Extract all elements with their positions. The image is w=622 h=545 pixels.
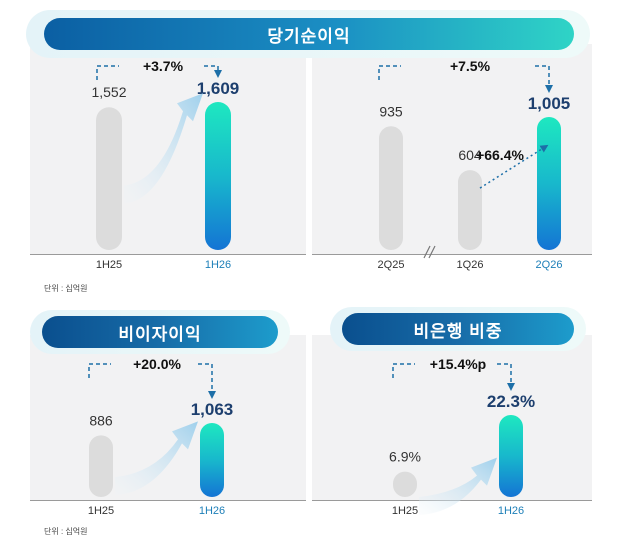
category-label-non-bank-share-1h26: 1H26: [498, 505, 524, 517]
unit-label-bottom: 단위 : 십억원: [44, 527, 88, 536]
baseline-net-income-quarter: [312, 254, 592, 255]
value-label-net-income-quarter-1q26: 604: [458, 147, 482, 163]
panel-non-bank-share: [312, 335, 592, 500]
unit-label-top: 단위 : 십억원: [44, 284, 88, 293]
bar-non-bank-share-1h26: [499, 415, 523, 497]
change-bracket-left-non-interest-income: [88, 363, 111, 378]
change-bracket-right-net-income-half: [204, 65, 222, 78]
category-label-net-income-quarter-2q25: 2Q25: [378, 259, 405, 271]
bar-net-income-quarter-1q26: [458, 170, 482, 250]
axis-break-mark-2: [428, 245, 436, 259]
category-label-non-bank-share-1h25: 1H25: [392, 505, 418, 517]
change-bracket-left-net-income-half: [96, 65, 119, 80]
value-label-non-bank-share-1h25: 6.9%: [389, 449, 421, 465]
value-label-net-income-quarter-2q26: 1,005: [528, 94, 571, 113]
change-label-non-interest-income: +20.0%: [133, 356, 181, 372]
bar-net-income-quarter-2q25: [379, 126, 403, 250]
growth-arrow-net-income-half: [124, 93, 203, 204]
value-label-net-income-half-1h25: 1,552: [91, 84, 126, 100]
bar-non-interest-income-1h25: [89, 435, 113, 497]
value-label-non-bank-share-1h26: 22.3%: [487, 392, 535, 411]
title-net-income: 당기순이익: [44, 18, 574, 50]
change-bracket-left-net-income-quarter: [378, 65, 401, 80]
bar-net-income-half-1h26: [205, 102, 231, 250]
title-non-bank-share-text: 비은행 비중: [413, 321, 503, 341]
growth-arrow-non-interest-income: [115, 421, 198, 496]
change-label-net-income-half: +3.7%: [143, 58, 184, 74]
value-label-non-interest-income-1h25: 886: [89, 412, 113, 428]
bar-net-income-quarter-2q26: [537, 117, 561, 250]
baseline-non-interest-income: [30, 500, 306, 501]
change-bracket-right-net-income-quarter: [535, 65, 553, 93]
category-label-net-income-quarter-1q26: 1Q26: [457, 259, 484, 271]
category-label-net-income-half-1h25: 1H25: [96, 259, 122, 271]
value-label-net-income-half-1h26: 1,609: [197, 79, 240, 98]
category-label-net-income-quarter-2q26: 2Q26: [536, 259, 563, 271]
title-net-income-text: 당기순이익: [267, 26, 351, 46]
category-label-non-interest-income-1h25: 1H25: [88, 505, 114, 517]
title-non-interest-income: 비이자이익: [42, 316, 278, 348]
title-non-interest-income-text: 비이자이익: [118, 324, 202, 344]
change-bracket-right-non-interest-income: [198, 363, 216, 399]
panel-non-interest-income: [30, 335, 306, 500]
value-label-non-interest-income-1h26: 1,063: [191, 400, 234, 419]
bar-non-bank-share-1h25: [393, 471, 417, 497]
axis-break-mark-1: [423, 245, 431, 259]
category-label-net-income-half-1h26: 1H26: [205, 259, 231, 271]
growth-arrow-non-bank-share: [419, 457, 497, 516]
bar-net-income-half-1h25: [96, 107, 122, 250]
bar-non-interest-income-1h26: [200, 423, 224, 497]
change-bracket-left-non-bank-share: [392, 363, 415, 378]
baseline-net-income-half: [30, 254, 306, 255]
change-label-non-bank-share: +15.4%p: [430, 356, 486, 372]
secondary-change-label: +66.4%: [476, 147, 524, 163]
value-label-net-income-quarter-2q25: 935: [379, 103, 403, 119]
title-non-bank-share: 비은행 비중: [342, 313, 574, 345]
category-label-non-interest-income-1h26: 1H26: [199, 505, 225, 517]
change-bracket-right-non-bank-share: [497, 363, 515, 391]
change-label-net-income-quarter: +7.5%: [450, 58, 491, 74]
